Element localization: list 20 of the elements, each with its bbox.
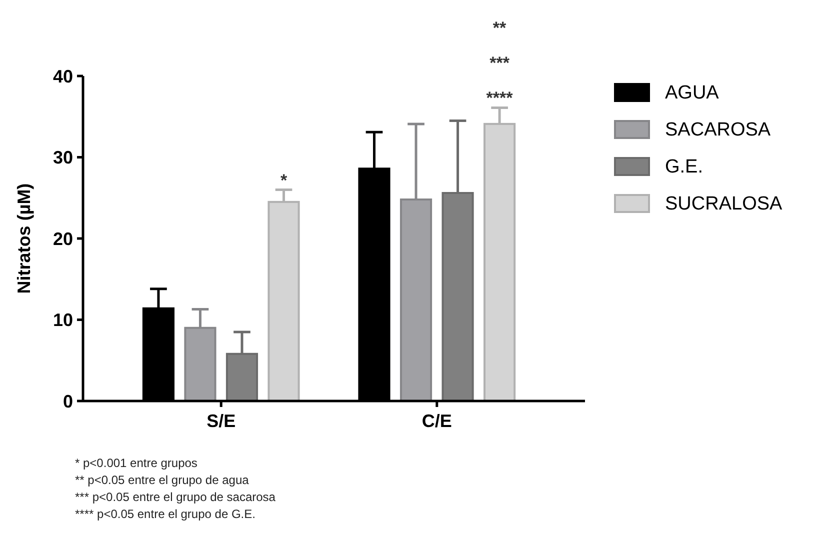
y-tick-label: 40 [52, 66, 73, 86]
y-tick-label: 20 [52, 228, 73, 249]
y-axis-title: Nitratos (µM) [14, 183, 34, 294]
x-tick-label: S/E [206, 411, 236, 431]
y-tick-label: 0 [62, 391, 73, 412]
text: *** [490, 54, 510, 73]
y-tick-label: 30 [52, 148, 73, 168]
text: ** [492, 18, 507, 38]
text: *** p<0.05 entre el grupo de sacarosa [75, 490, 276, 504]
annotation: **** [486, 88, 514, 108]
legend-label: AGUA [665, 82, 720, 104]
x-tick-label: C/E [422, 411, 452, 431]
legend-label: SUCRALOSA [665, 194, 783, 215]
legend-label: G.E. [665, 156, 704, 178]
text: ** p<0.05 entre el grupo de agua [75, 473, 250, 487]
y-tick-label: 10 [52, 310, 73, 330]
legend-label: SACAROSA [665, 120, 771, 141]
text: **** p<0.05 entre el grupo de G.E. [75, 507, 256, 521]
annotation: * [280, 170, 288, 190]
text: * p<0.001 entre grupos [75, 456, 198, 470]
